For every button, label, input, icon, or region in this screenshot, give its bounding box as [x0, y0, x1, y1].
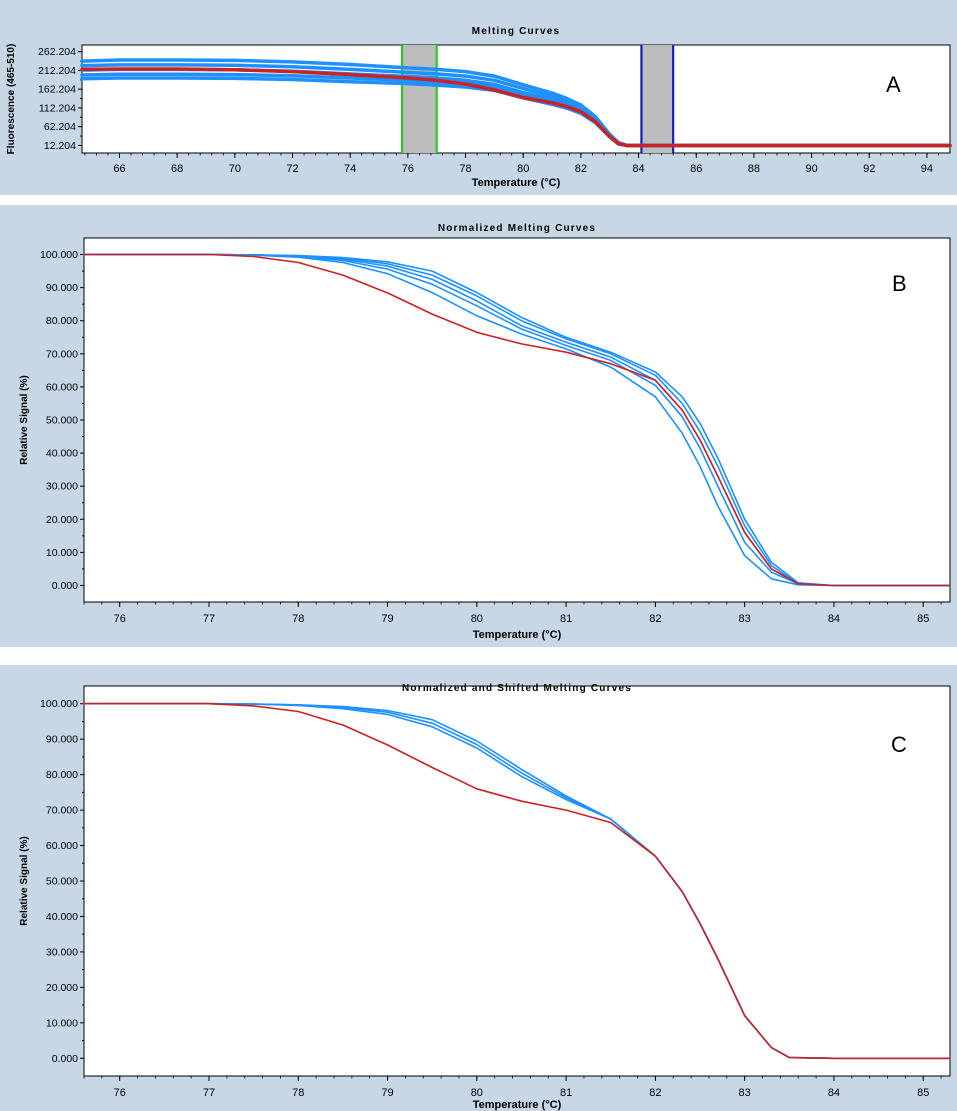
x-tick-label: 82 [649, 1087, 661, 1099]
x-tick-label: 76 [114, 613, 126, 625]
region-shading [402, 45, 437, 153]
x-tick-label: 76 [402, 163, 414, 175]
chart-title: Normalized Melting Curves [438, 223, 596, 234]
x-tick-label: 80 [517, 163, 529, 175]
chart-normalized-melting-curves: Normalized Melting Curves 100.000 90.000 80… [19, 223, 951, 641]
x-tick-label: 92 [863, 163, 875, 175]
x-tick-label: 81 [560, 1087, 572, 1099]
plot-area [83, 685, 951, 1077]
x-tick-label: 85 [917, 1087, 929, 1099]
series-line [83, 253, 951, 587]
y-tick-label: 20.000 [46, 514, 78, 526]
panel-letter: A [886, 72, 901, 97]
x-tick-label: 81 [560, 613, 572, 625]
y-tick-label: 112.204 [39, 102, 76, 114]
series-line [83, 253, 951, 587]
y-tick-label: 50.000 [46, 415, 78, 427]
x-tick-label: 82 [575, 163, 587, 175]
chart-normalized-shifted-melting-curves: Normalized and Shifted Melting Curves 100… [19, 683, 951, 1111]
x-tick-label: 77 [203, 613, 215, 625]
series-line [83, 702, 951, 1060]
y-tick-label: 90.000 [46, 282, 78, 294]
y-tick-label: 70.000 [46, 805, 78, 817]
plot-area [83, 237, 951, 603]
y-tick-label: 0.000 [52, 580, 78, 592]
chart-melting-curves: Melting Curves 262.204 212.204 162.204 112.2… [6, 26, 952, 189]
y-tick-label: 80.000 [46, 769, 78, 781]
x-axis-label: Temperature (°C) [473, 1099, 562, 1111]
panel-letter: B [892, 271, 907, 296]
x-tick-label: 80 [471, 1087, 483, 1099]
x-tick-label: 85 [917, 613, 929, 625]
series-line [80, 67, 952, 148]
x-tick-label: 79 [381, 1087, 393, 1099]
y-tick-label: 40.000 [46, 911, 78, 923]
x-tick-label: 86 [690, 163, 702, 175]
x-tick-label: 78 [459, 163, 471, 175]
chart-title: Melting Curves [472, 26, 560, 37]
y-axis-label: Relative Signal (%) [19, 375, 30, 464]
x-tick-label: 94 [921, 163, 933, 175]
y-axis-label: Relative Signal (%) [19, 836, 30, 925]
x-tick-label: 66 [113, 163, 125, 175]
y-tick-label: 60.000 [46, 840, 78, 852]
y-tick-label: 80.000 [46, 315, 78, 327]
y-tick-label: 212.204 [38, 65, 76, 77]
x-tick-label: 68 [171, 163, 183, 175]
y-tick-label: 50.000 [46, 876, 78, 888]
chart-title: Normalized and Shifted Melting Curves [402, 683, 632, 694]
x-tick-label: 84 [632, 163, 644, 175]
x-tick-label: 70 [229, 163, 241, 175]
y-tick-label: 100.000 [40, 698, 78, 710]
y-tick-label: 12.204 [44, 140, 76, 152]
y-tick-label: 30.000 [46, 481, 78, 493]
y-tick-label: 20.000 [46, 982, 78, 994]
x-tick-label: 82 [649, 613, 661, 625]
y-tick-label: 40.000 [46, 448, 78, 460]
y-tick-label: 62.204 [44, 121, 76, 133]
x-tick-label: 90 [805, 163, 817, 175]
y-tick-label: 10.000 [46, 1017, 78, 1029]
x-tick-label: 80 [471, 613, 483, 625]
y-tick-label: 10.000 [46, 547, 78, 559]
series-line [83, 253, 951, 587]
x-tick-label: 78 [292, 613, 304, 625]
x-axis-label: Temperature (°C) [472, 177, 561, 189]
x-axis-label: Temperature (°C) [473, 629, 562, 641]
y-tick-label: 0.000 [52, 1053, 78, 1065]
x-tick-label: 84 [828, 613, 840, 625]
x-tick-label: 76 [114, 1087, 126, 1099]
y-tick-label: 30.000 [46, 946, 78, 958]
x-tick-label: 88 [748, 163, 760, 175]
region-shading [641, 45, 674, 153]
y-axis-label: Fluorescence (465-510) [6, 44, 17, 155]
x-tick-label: 74 [344, 163, 356, 175]
x-tick-label: 83 [739, 1087, 751, 1099]
y-tick-label: 262.204 [38, 46, 76, 58]
y-tick-label: 90.000 [46, 734, 78, 746]
panel-b: Normalized Melting Curves 100.000 90.000 80… [0, 205, 957, 647]
x-tick-label: 83 [739, 613, 751, 625]
y-tick-label: 100.000 [40, 249, 78, 261]
y-tick-label: 60.000 [46, 381, 78, 393]
x-tick-label: 78 [292, 1087, 304, 1099]
plot-area [81, 44, 951, 154]
panel-a: Melting Curves 262.204 212.204 162.204 112.2… [0, 0, 957, 195]
y-tick-label: 70.000 [46, 348, 78, 360]
panel-letter: C [891, 732, 907, 757]
x-tick-label: 77 [203, 1087, 215, 1099]
x-tick-label: 84 [828, 1087, 840, 1099]
y-tick-label: 162.204 [38, 84, 76, 96]
x-tick-label: 79 [381, 613, 393, 625]
x-tick-label: 72 [286, 163, 298, 175]
panel-c: Normalized and Shifted Melting Curves 100… [0, 665, 957, 1111]
